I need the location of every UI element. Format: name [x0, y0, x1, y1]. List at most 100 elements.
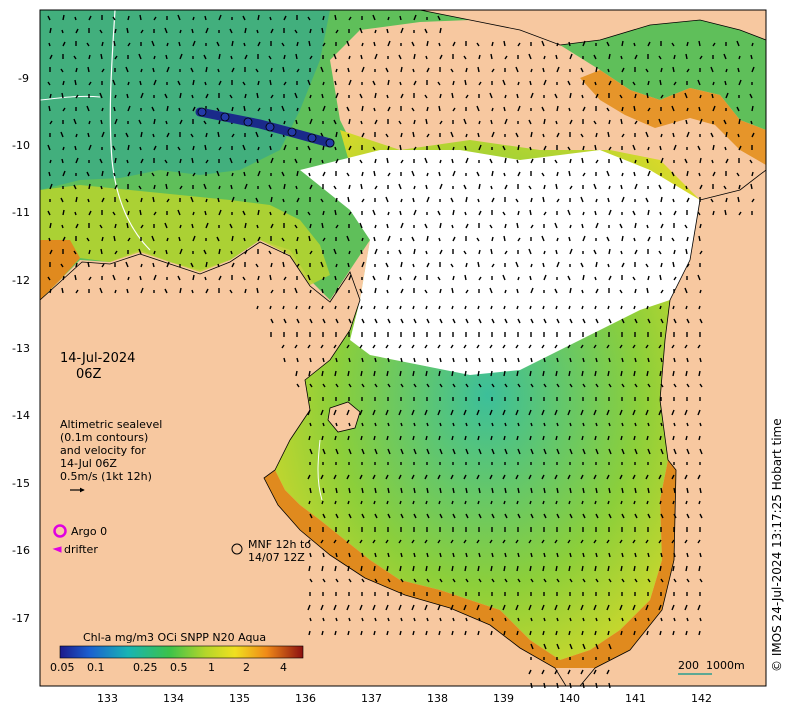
velocity-arrow	[256, 305, 259, 310]
velocity-arrow	[335, 131, 338, 138]
velocity-arrow	[191, 28, 194, 34]
velocity-arrow	[672, 198, 675, 203]
velocity-arrow	[593, 539, 597, 544]
velocity-arrow	[74, 16, 77, 21]
velocity-arrow	[645, 197, 649, 203]
velocity-arrow	[61, 287, 64, 294]
velocity-arrow	[452, 383, 456, 388]
velocity-arrow	[451, 287, 454, 294]
velocity-arrow	[543, 552, 546, 558]
drifter-legend-marker	[52, 546, 62, 553]
velocity-arrow	[399, 565, 402, 572]
velocity-arrow	[62, 107, 66, 112]
velocity-arrow	[686, 513, 690, 519]
velocity-arrow	[400, 357, 403, 363]
velocity-arrow	[450, 263, 454, 268]
velocity-arrow	[438, 105, 441, 112]
lon-tick: 140	[559, 692, 580, 705]
velocity-arrow	[543, 274, 547, 281]
velocity-arrow	[424, 289, 428, 294]
velocity-arrow	[372, 604, 376, 611]
velocity-arrow	[569, 357, 572, 363]
velocity-arrow	[374, 92, 377, 99]
velocity-arrow	[556, 448, 560, 455]
velocity-arrow	[283, 249, 286, 255]
velocity-arrow	[439, 357, 442, 363]
map-date: 14-Jul-2024	[60, 351, 135, 366]
velocity-arrow	[334, 565, 337, 572]
velocity-arrow	[243, 237, 246, 242]
velocity-arrow	[697, 145, 701, 151]
velocity-arrow	[307, 274, 311, 281]
velocity-arrow	[281, 344, 285, 349]
velocity-arrow	[647, 318, 651, 324]
velocity-arrow	[413, 617, 416, 622]
velocity-arrow	[190, 262, 194, 268]
velocity-arrow	[491, 422, 494, 427]
velocity-arrow	[269, 211, 272, 216]
velocity-arrow	[127, 81, 130, 86]
velocity-arrow	[738, 145, 742, 151]
velocity-arrow	[74, 79, 77, 86]
velocity-arrow	[606, 41, 610, 47]
velocity-arrow	[686, 170, 689, 177]
velocity-arrow	[515, 604, 519, 611]
velocity-arrow	[296, 41, 299, 47]
velocity-arrow	[582, 318, 586, 324]
velocity-arrow	[360, 565, 363, 572]
velocity-arrow	[359, 344, 363, 349]
velocity-arrow	[672, 305, 675, 310]
velocity-arrow	[361, 617, 364, 622]
velocity-arrow	[309, 28, 312, 34]
velocity-arrow	[281, 237, 285, 242]
velocity-arrow	[595, 513, 599, 519]
velocity-arrow	[88, 54, 91, 60]
velocity-arrow	[555, 249, 558, 255]
velocity-arrow	[374, 578, 378, 583]
velocity-arrow	[153, 118, 156, 125]
velocity-arrow	[257, 41, 261, 47]
velocity-arrow	[582, 448, 586, 455]
velocity-arrow	[439, 487, 442, 494]
velocity-arrow	[138, 119, 142, 125]
velocity-arrow	[517, 42, 521, 47]
velocity-arrow	[660, 223, 664, 229]
velocity-arrow	[192, 16, 195, 21]
velocity-arrow	[411, 539, 415, 544]
velocity-arrow	[476, 539, 480, 544]
velocity-arrow	[413, 513, 417, 519]
velocity-arrow	[192, 145, 195, 151]
velocity-arrow	[372, 474, 376, 480]
coastal-high-chl	[264, 460, 676, 668]
velocity-arrow	[114, 28, 117, 34]
velocity-arrow	[386, 157, 389, 164]
velocity-arrow	[49, 183, 53, 190]
velocity-arrow	[750, 120, 753, 125]
sealevel-contour	[317, 439, 323, 501]
velocity-arrow	[619, 604, 623, 611]
velocity-arrow	[387, 16, 390, 21]
velocity-arrow	[673, 448, 677, 455]
velocity-arrow	[387, 448, 391, 455]
velocity-arrow	[73, 118, 77, 125]
velocity-arrow	[347, 67, 350, 73]
velocity-arrow	[411, 344, 415, 349]
velocity-arrow	[346, 474, 350, 480]
velocity-arrow	[490, 500, 493, 505]
velocity-arrow	[387, 318, 391, 324]
velocity-arrow	[335, 263, 338, 268]
velocity-arrow	[374, 487, 377, 494]
velocity-arrow	[283, 15, 287, 21]
lat-tick: -13	[12, 342, 30, 355]
velocity-arrow	[204, 210, 207, 216]
velocity-arrow	[595, 132, 598, 138]
velocity-arrow	[659, 274, 662, 281]
velocity-arrow	[658, 344, 662, 349]
velocity-arrow	[334, 275, 337, 281]
velocity-arrow	[632, 409, 636, 416]
velocity-arrow	[517, 171, 521, 177]
velocity-arrow	[413, 119, 416, 125]
velocity-arrow	[333, 539, 337, 544]
velocity-arrow	[450, 409, 454, 416]
velocity-arrow	[178, 41, 181, 47]
